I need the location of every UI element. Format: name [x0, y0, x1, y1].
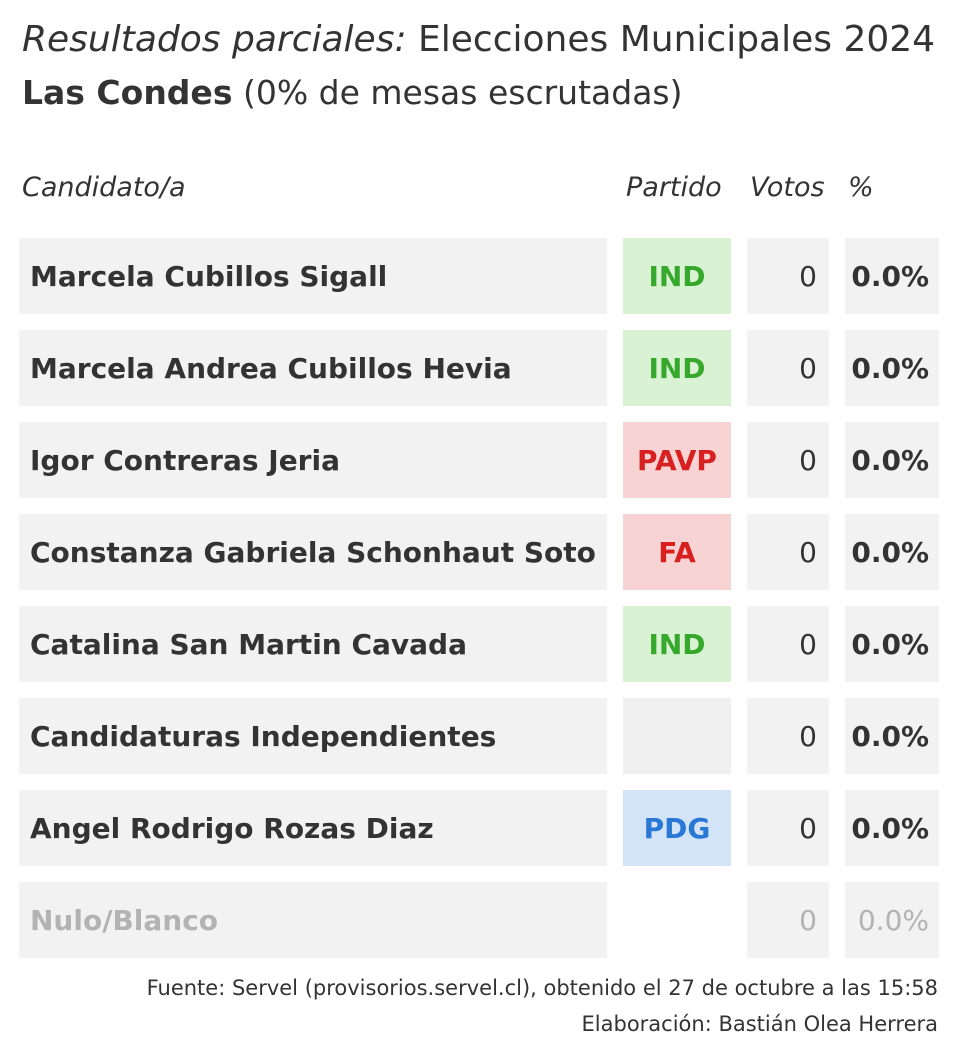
- candidate-name: Catalina San Martin Cavada: [19, 606, 607, 682]
- party-badge: [623, 698, 731, 774]
- vote-percent: 0.0%: [845, 238, 939, 314]
- title-italic: Resultados parciales:: [22, 19, 407, 60]
- header-party: Partido: [626, 172, 722, 203]
- vote-count: 0: [747, 422, 829, 498]
- candidate-name: Angel Rodrigo Rozas Diaz: [19, 790, 607, 866]
- table-row: Catalina San Martin Cavada IND 0 0.0%: [0, 606, 956, 682]
- party-badge: PDG: [623, 790, 731, 866]
- title-block: Resultados parciales: Elecciones Municip…: [22, 18, 942, 114]
- count-progress: (0% de mesas escrutadas): [232, 73, 683, 112]
- candidate-name: Marcela Andrea Cubillos Hevia: [19, 330, 607, 406]
- vote-count: 0: [747, 238, 829, 314]
- header-votes: Votos: [750, 172, 825, 203]
- candidate-name: Candidaturas Independientes: [19, 698, 607, 774]
- vote-count: 0: [747, 882, 829, 958]
- vote-percent: 0.0%: [845, 698, 939, 774]
- vote-percent: 0.0%: [845, 514, 939, 590]
- vote-percent: 0.0%: [845, 790, 939, 866]
- table-row: Igor Contreras Jeria PAVP 0 0.0%: [0, 422, 956, 498]
- vote-percent: 0.0%: [845, 882, 939, 958]
- table-row: Marcela Andrea Cubillos Hevia IND 0 0.0%: [0, 330, 956, 406]
- candidate-name: Marcela Cubillos Sigall: [19, 238, 607, 314]
- header-candidate: Candidato/a: [22, 172, 186, 203]
- credit-note: Elaboración: Bastián Olea Herrera: [581, 1012, 938, 1036]
- vote-count: 0: [747, 514, 829, 590]
- table-row: Constanza Gabriela Schonhaut Soto FA 0 0.0%: [0, 514, 956, 590]
- candidate-name: Nulo/Blanco: [19, 882, 607, 958]
- footer: Fuente: Servel (provisorios.servel.cl), …: [147, 970, 938, 1042]
- candidate-name: Igor Contreras Jeria: [19, 422, 607, 498]
- page-title: Resultados parciales: Elecciones Municip…: [22, 18, 942, 62]
- vote-percent: 0.0%: [845, 606, 939, 682]
- vote-count: 0: [747, 790, 829, 866]
- commune-name: Las Condes: [22, 73, 233, 112]
- table-row: Marcela Cubillos Sigall IND 0 0.0%: [0, 238, 956, 314]
- table-row: Nulo/Blanco 0 0.0%: [0, 882, 956, 958]
- page-subtitle: Las Condes (0% de mesas escrutadas): [22, 72, 942, 114]
- party-badge: FA: [623, 514, 731, 590]
- vote-count: 0: [747, 330, 829, 406]
- title-rest: Elecciones Municipales 2024: [406, 19, 936, 60]
- party-badge: IND: [623, 606, 731, 682]
- header-percent: %: [848, 172, 874, 203]
- vote-percent: 0.0%: [845, 330, 939, 406]
- vote-count: 0: [747, 698, 829, 774]
- table-row: Angel Rodrigo Rozas Diaz PDG 0 0.0%: [0, 790, 956, 866]
- vote-percent: 0.0%: [845, 422, 939, 498]
- table-header: Candidato/a Partido Votos %: [0, 170, 956, 206]
- results-table: Marcela Cubillos Sigall IND 0 0.0% Marcela A…: [0, 238, 956, 974]
- party-badge: [623, 882, 731, 958]
- candidate-name: Constanza Gabriela Schonhaut Soto: [19, 514, 607, 590]
- party-badge: IND: [623, 238, 731, 314]
- source-note: Fuente: Servel (provisorios.servel.cl), …: [146, 976, 938, 1000]
- table-row: Candidaturas Independientes 0 0.0%: [0, 698, 956, 774]
- vote-count: 0: [747, 606, 829, 682]
- party-badge: IND: [623, 330, 731, 406]
- party-badge: PAVP: [623, 422, 731, 498]
